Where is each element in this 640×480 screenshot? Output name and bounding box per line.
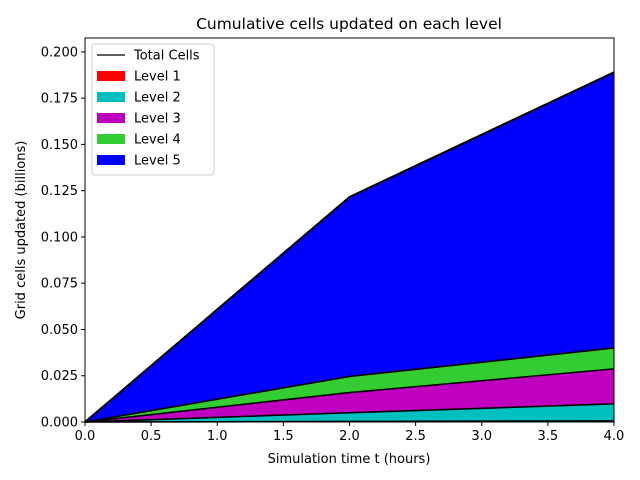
x-tick-label: 0.0	[75, 429, 96, 444]
x-tick-label: 1.5	[273, 429, 294, 444]
y-tick-label: 0.025	[41, 369, 78, 384]
boundary-line-level-4	[84, 347, 615, 423]
boundary-line-level-3	[84, 368, 615, 423]
legend-swatch-level-1	[97, 71, 125, 81]
x-tick-label: 2.0	[339, 429, 360, 444]
x-tick-label: 3.0	[471, 429, 492, 444]
legend-swatch-level-4	[97, 134, 125, 144]
x-axis: 0.0 0.5 1.0 1.5 2.0 2.5 3.0 3.5 4.0	[75, 422, 625, 444]
boundary-line-level-2	[84, 403, 615, 423]
y-tick-label: 0.000	[41, 416, 78, 431]
legend-label-level-4: Level 4	[134, 133, 181, 148]
x-tick-label: 1.0	[207, 429, 228, 444]
y-axis: 0.000 0.025 0.050 0.075 0.100 0.125 0.150 0.175…	[41, 45, 85, 431]
y-tick-label: 0.075	[41, 277, 78, 292]
y-tick-label: 0.150	[41, 138, 78, 153]
legend-label-level-1: Level 1	[134, 70, 181, 85]
total-cells-line	[84, 71, 615, 423]
legend-swatch-level-3	[97, 113, 125, 123]
legend-label-level-5: Level 5	[134, 154, 181, 169]
area-level-5	[85, 72, 614, 423]
x-tick-label: 0.5	[141, 429, 162, 444]
boundary-lines	[84, 71, 615, 423]
legend-label-level-3: Level 3	[134, 112, 181, 127]
x-axis-label: Simulation time t (hours)	[268, 452, 431, 467]
chart-title: Cumulative cells updated on each level	[196, 15, 502, 33]
area-level-3	[85, 368, 614, 422]
x-tick-label: 3.5	[538, 429, 559, 444]
legend-label-total-cells: Total Cells	[133, 49, 200, 64]
x-tick-label: 2.5	[405, 429, 426, 444]
y-tick-label: 0.175	[41, 92, 78, 107]
area-level-4	[85, 347, 614, 422]
legend-swatch-level-5	[97, 155, 125, 165]
y-axis-label: Grid cells updated (billions)	[14, 141, 29, 320]
y-tick-label: 0.050	[41, 323, 78, 338]
y-tick-label: 0.125	[41, 184, 78, 199]
x-tick-label: 4.0	[604, 429, 625, 444]
legend-label-level-2: Level 2	[134, 91, 181, 106]
y-tick-label: 0.100	[41, 230, 78, 245]
legend-swatch-level-2	[97, 92, 125, 102]
legend: Total Cells Level 1 Level 2 Level 3 Level 4 L…	[91, 43, 215, 176]
y-tick-label: 0.200	[41, 45, 78, 60]
